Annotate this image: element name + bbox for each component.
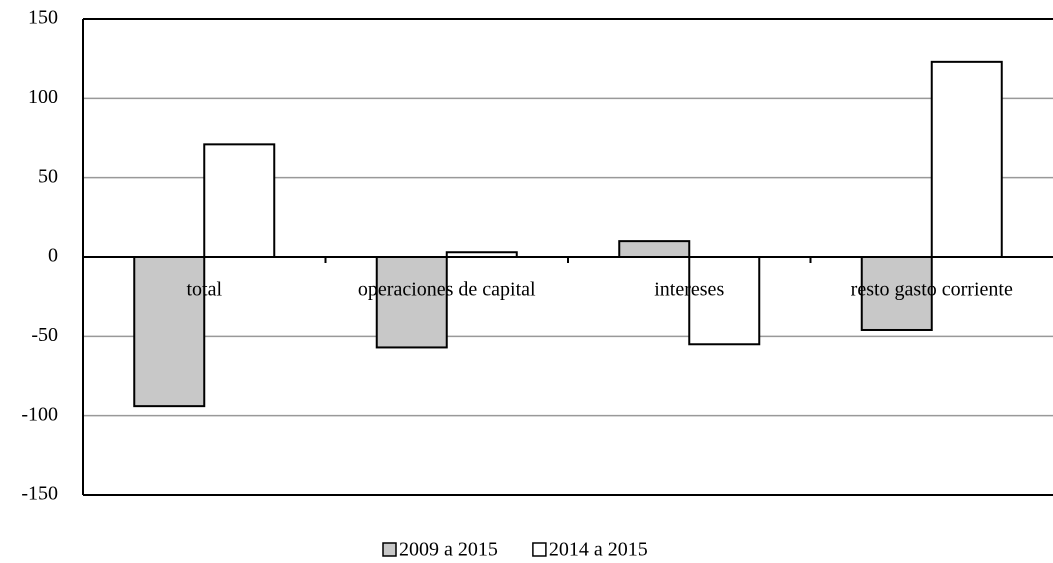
bar <box>375 256 448 349</box>
y-tick-label: 50 <box>38 165 58 187</box>
bar <box>860 256 933 331</box>
y-tick-label: -150 <box>21 483 58 505</box>
x-tick-label: intereses <box>654 279 724 301</box>
y-tick-label: -50 <box>31 324 58 346</box>
y-tick-label: 150 <box>28 7 58 29</box>
x-tick-label: operaciones de capital <box>358 279 536 301</box>
legend-swatch <box>382 542 397 557</box>
bar <box>133 256 206 408</box>
y-tick-label: 0 <box>48 245 58 267</box>
bar <box>930 60 1003 259</box>
x-tick-label: resto gasto corriente <box>851 279 1013 301</box>
bar <box>688 256 761 346</box>
x-tick-label: total <box>186 279 222 301</box>
bar <box>203 143 276 258</box>
legend-label: 2009 a 2015 <box>399 539 498 561</box>
y-tick-label: 100 <box>28 86 58 108</box>
bar <box>618 240 691 258</box>
legend-label: 2014 a 2015 <box>549 539 648 561</box>
y-tick-label: -100 <box>21 403 58 425</box>
legend-swatch <box>532 542 547 557</box>
